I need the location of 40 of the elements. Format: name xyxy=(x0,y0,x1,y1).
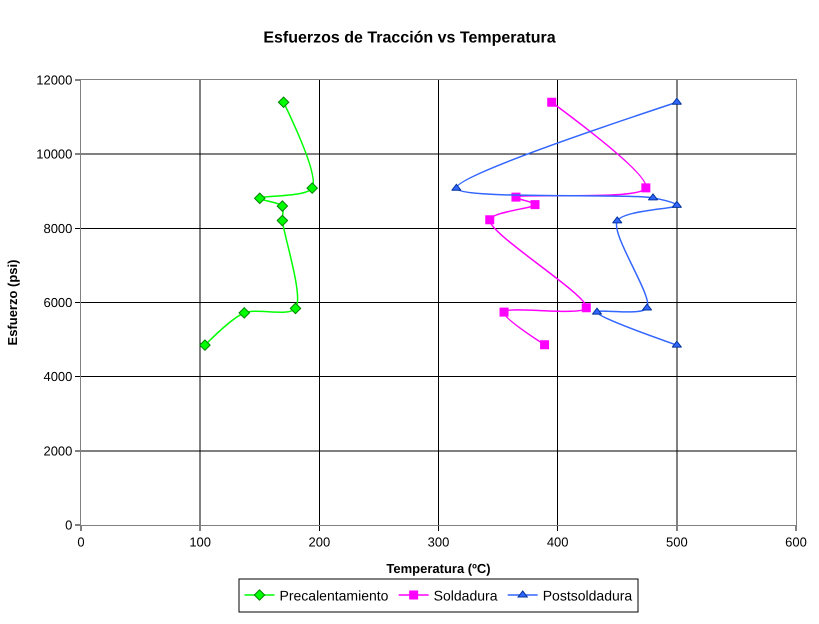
y-tick-label: 6000 xyxy=(43,295,72,310)
point xyxy=(485,215,494,224)
point xyxy=(612,216,622,224)
x-tick-label: 300 xyxy=(428,534,450,550)
point xyxy=(672,340,682,348)
point xyxy=(540,340,550,350)
point xyxy=(276,214,288,226)
point xyxy=(582,303,591,312)
point xyxy=(530,200,540,210)
x-tick-label: 600 xyxy=(785,534,807,550)
legend-label: Soldadura xyxy=(434,587,498,604)
x-tick-label: 200 xyxy=(308,534,330,550)
point xyxy=(547,98,556,107)
point xyxy=(276,200,288,212)
y-tick-label: 4000 xyxy=(43,369,72,384)
y-axis-title: Esfuerzo (psi) xyxy=(5,260,20,346)
point xyxy=(641,183,650,192)
chart-title: Esfuerzos de Tracción vs Temperatura xyxy=(263,29,556,46)
point xyxy=(238,307,250,319)
y-tick-label: 0 xyxy=(65,518,72,533)
y-tick-label: 8000 xyxy=(43,220,72,236)
point xyxy=(278,96,290,108)
x-tick-label: 400 xyxy=(546,534,569,550)
point xyxy=(672,98,682,105)
point xyxy=(500,308,509,317)
y-tick-label: 2000 xyxy=(43,443,72,458)
point xyxy=(254,192,266,204)
y-tick-label: 12000 xyxy=(36,72,72,88)
point xyxy=(290,302,302,314)
x-tick-label: 100 xyxy=(189,534,212,550)
point xyxy=(199,339,211,351)
x-tick-label: 0 xyxy=(77,534,85,550)
legend-label: Postsoldadura xyxy=(542,587,632,604)
x-axis-title: Temperatura (ºC) xyxy=(386,561,491,576)
x-tick-label: 500 xyxy=(666,534,688,550)
legend-label: Precalentamiento xyxy=(280,587,389,604)
point xyxy=(306,182,318,194)
y-tick-label: 10000 xyxy=(36,146,72,162)
point xyxy=(672,200,682,208)
point xyxy=(451,184,462,191)
